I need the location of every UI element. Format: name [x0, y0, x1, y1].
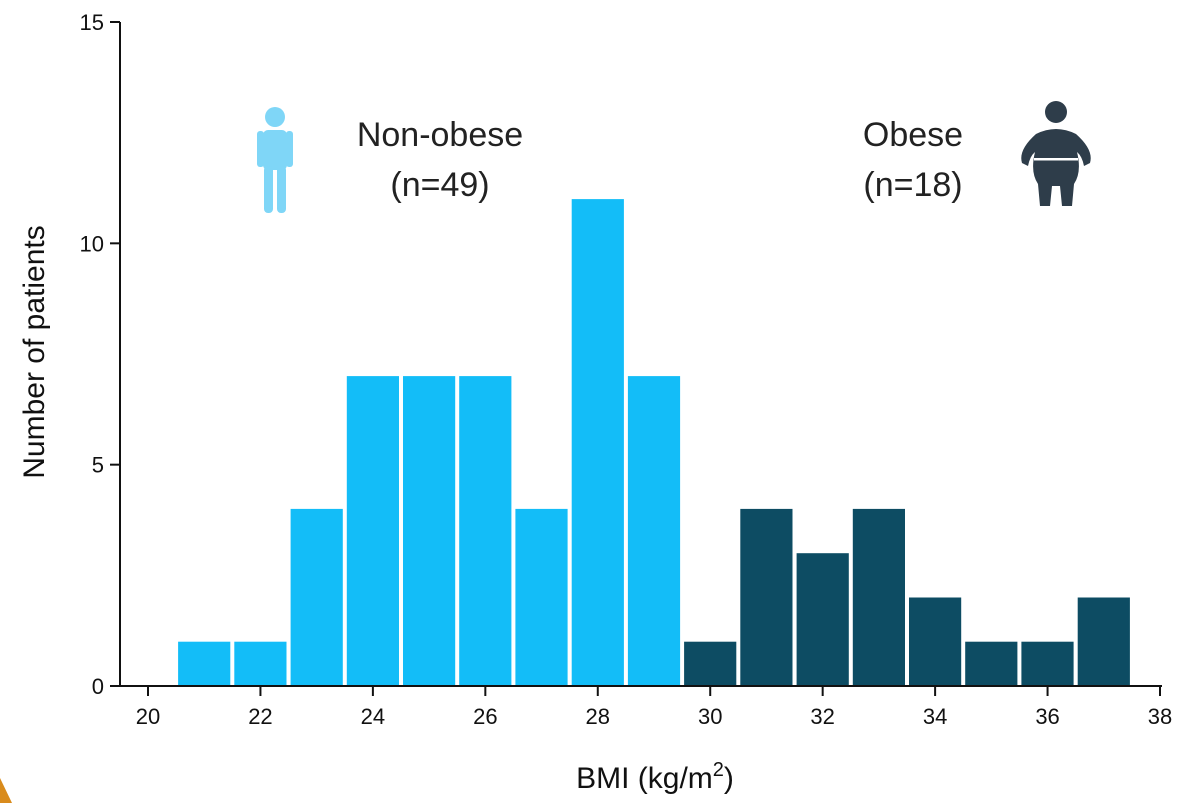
y-tick-label-15: 15 — [80, 10, 104, 35]
non-obese-label: Non-obese — [357, 116, 523, 154]
obese-label: Obese — [863, 116, 963, 154]
x-tick-label-36: 36 — [1035, 704, 1059, 729]
x-axis-title: BMI (kg/m2) — [576, 759, 734, 795]
bar-non-obese-27 — [515, 508, 568, 686]
bar-obese-30 — [684, 641, 737, 686]
person-icon — [257, 107, 293, 213]
y-axis-title: Number of patients — [18, 225, 51, 478]
non-obese-annotation: Non-obese (n=49) — [257, 107, 523, 213]
corner-mark — [0, 778, 12, 803]
bar-obese-32 — [796, 553, 849, 686]
bar-non-obese-25 — [403, 376, 456, 686]
y-tick-label-10: 10 — [80, 231, 104, 256]
bar-obese-35 — [965, 641, 1018, 686]
bar-non-obese-23 — [290, 508, 343, 686]
x-axis-title-suffix: ) — [724, 762, 734, 795]
x-tick-label-20: 20 — [136, 704, 160, 729]
bar-obese-36 — [1021, 641, 1074, 686]
non-obese-count: (n=49) — [390, 166, 489, 204]
axes: 0 5 10 15 20 22 24 26 28 30 32 34 36 38 — [80, 10, 1173, 729]
bars — [178, 199, 1130, 686]
x-tick-label-22: 22 — [248, 704, 272, 729]
bar-obese-34 — [909, 597, 962, 686]
bar-non-obese-24 — [346, 376, 399, 686]
bar-non-obese-26 — [459, 376, 512, 686]
x-tick-label-38: 38 — [1148, 704, 1172, 729]
bar-non-obese-29 — [627, 376, 681, 686]
bar-obese-33 — [852, 508, 905, 686]
y-tick-label-5: 5 — [92, 453, 104, 478]
bar-non-obese-21 — [178, 641, 231, 686]
x-tick-label-30: 30 — [698, 704, 722, 729]
x-tick-label-24: 24 — [361, 704, 385, 729]
x-tick-label-32: 32 — [810, 704, 834, 729]
bar-obese-31 — [740, 508, 793, 686]
x-tick-label-28: 28 — [586, 704, 610, 729]
obese-annotation: Obese (n=18) — [863, 101, 1091, 206]
obese-count: (n=18) — [863, 166, 962, 204]
x-tick-label-34: 34 — [923, 704, 947, 729]
bar-non-obese-28 — [571, 199, 624, 686]
bar-non-obese-22 — [234, 641, 287, 686]
x-axis-title-prefix: BMI (kg/m — [576, 762, 713, 795]
x-tick-label-26: 26 — [473, 704, 497, 729]
obese-person-icon — [1021, 101, 1091, 206]
x-axis-title-superscript: 2 — [713, 759, 724, 781]
bar-obese-37 — [1077, 597, 1130, 686]
y-tick-label-0: 0 — [92, 674, 104, 699]
